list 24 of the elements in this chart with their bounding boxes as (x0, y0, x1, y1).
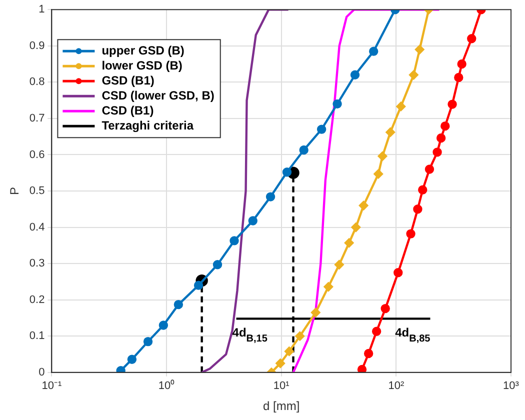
y-tick-label: 0.2 (29, 294, 45, 306)
y-tick-label: 0.4 (29, 221, 45, 234)
y-tick-label: 0.9 (29, 40, 45, 52)
x-tick-label: 10¹ (273, 380, 290, 392)
legend-label: Terzaghi criteria (102, 118, 194, 132)
y-tick-label: 1 (38, 4, 45, 16)
y-tick-label: 0.8 (29, 76, 45, 88)
x-tick-label: 10³ (503, 380, 520, 392)
legend-label: CSD (lower GSD, B) (102, 88, 214, 102)
y-tick-label: 0.3 (29, 258, 45, 270)
y-tick-label: 0 (38, 366, 45, 378)
y-axis-title: P (8, 186, 22, 196)
y-tick-label: 0.7 (29, 112, 45, 124)
legend-label: lower GSD (B) (102, 58, 182, 72)
legend-label: GSD (B1) (102, 73, 154, 88)
y-tick-label: 0.1 (29, 330, 45, 342)
legend-label: upper GSD (B) (102, 43, 184, 58)
y-tick-label: 0.6 (29, 148, 45, 161)
y-tick-label: 0.5 (29, 185, 45, 198)
legend-label: CSD (B1) (102, 103, 154, 118)
x-tick-label: 10⁻¹ (42, 380, 62, 392)
x-axis-title: d [mm] (263, 399, 300, 414)
x-tick-label: 10⁰ (158, 379, 175, 392)
x-tick-label: 10² (388, 380, 404, 392)
